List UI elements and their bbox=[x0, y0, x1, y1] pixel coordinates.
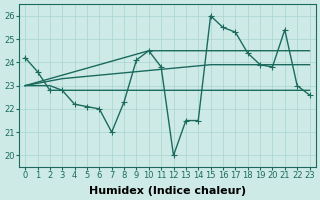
X-axis label: Humidex (Indice chaleur): Humidex (Indice chaleur) bbox=[89, 186, 246, 196]
